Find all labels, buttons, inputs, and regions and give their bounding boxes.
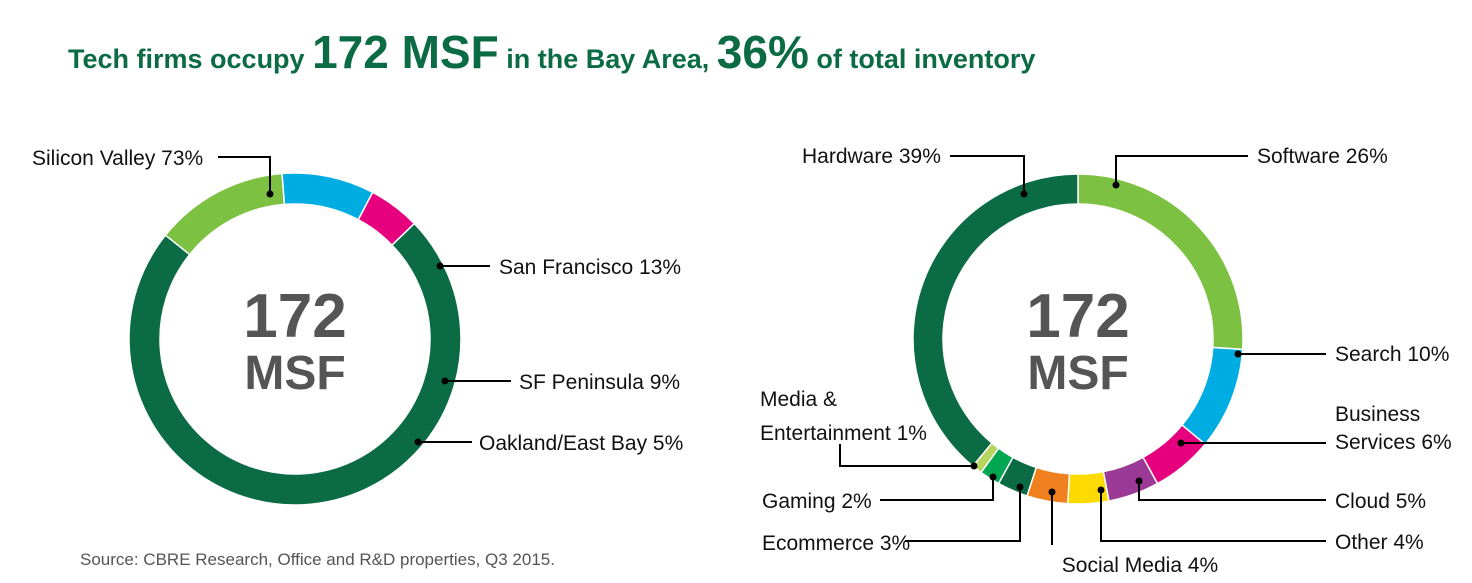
leader-dot-search-10 bbox=[1234, 350, 1242, 358]
leader-dot-sf-peninsula-9 bbox=[441, 377, 449, 385]
label-search-10: Search 10% bbox=[1335, 343, 1449, 366]
title-part-1: Tech firms occupy bbox=[68, 44, 313, 74]
label-business-services-6-line-2: Services 6% bbox=[1335, 431, 1452, 454]
leader-dot-cloud-5 bbox=[1135, 477, 1143, 485]
leader-line-silicon-valley-73 bbox=[218, 156, 271, 194]
center-unit: MSF bbox=[244, 347, 345, 400]
label-hardware-39: Hardware 39% bbox=[802, 145, 941, 168]
leader-dot-ecommerce-3 bbox=[1016, 483, 1024, 491]
label-ecommerce-3: Ecommerce 3% bbox=[762, 532, 910, 555]
leader-line-other-4 bbox=[1100, 490, 1326, 542]
leader-dot-silicon-valley-73 bbox=[266, 190, 274, 198]
leader-dot-hardware-39 bbox=[1020, 190, 1028, 198]
leader-dot-social-media-4 bbox=[1048, 488, 1056, 496]
title-highlight-percent: 36% bbox=[716, 26, 809, 78]
title-part-3: of total inventory bbox=[808, 44, 1036, 74]
slice-search-10 bbox=[1180, 346, 1244, 446]
label-other-4: Other 4% bbox=[1335, 531, 1424, 554]
slice-hardware-39 bbox=[912, 173, 1079, 468]
label-san-francisco-13: San Francisco 13% bbox=[499, 256, 681, 279]
source-note: Source: CBRE Research, Office and R&D pr… bbox=[80, 550, 555, 569]
leader-dot-media-entertainment-1 bbox=[970, 462, 978, 470]
center-value: 172 bbox=[243, 282, 346, 351]
label-social-media-4: Social Media 4% bbox=[1062, 554, 1218, 577]
label-media-entertainment-1-line-1: Media & bbox=[760, 388, 837, 411]
leader-dot-software-26 bbox=[1112, 181, 1120, 189]
label-software-26: Software 26% bbox=[1257, 145, 1388, 168]
label-sf-peninsula-9: SF Peninsula 9% bbox=[519, 371, 680, 394]
leader-line-cloud-5 bbox=[1138, 481, 1326, 501]
label-media-entertainment-1-line-2: Entertainment 1% bbox=[760, 422, 927, 445]
center-unit: MSF bbox=[1027, 347, 1128, 400]
label-silicon-valley-73: Silicon Valley 73% bbox=[32, 147, 203, 170]
title-part-2: in the Bay Area, bbox=[498, 44, 717, 74]
slice-san-francisco-13 bbox=[164, 172, 286, 256]
donut-chart-2: Software 26% Search 10% Business Services 6… bbox=[760, 145, 1452, 577]
leader-line-ecommerce-3 bbox=[905, 487, 1021, 542]
slice-oakland-east-bay-5 bbox=[357, 191, 416, 247]
label-gaming-2: Gaming 2% bbox=[762, 490, 872, 513]
center-value: 172 bbox=[1026, 282, 1129, 351]
leader-line-media-entertainment-1 bbox=[839, 444, 974, 467]
label-oakland-east-bay-5: Oakland/East Bay 5% bbox=[479, 432, 683, 455]
slice-sf-peninsula-9 bbox=[281, 172, 374, 221]
label-business-services-6-line-1: Business bbox=[1335, 403, 1420, 426]
leader-dot-san-francisco-13 bbox=[436, 262, 444, 270]
title-highlight-msf: 172 MSF bbox=[312, 26, 499, 78]
leader-dot-business-services-6 bbox=[1177, 439, 1185, 447]
donut-chart-1: Silicon Valley 73% San Francisco 13% SF Pe… bbox=[32, 147, 683, 506]
leader-line-software-26 bbox=[1115, 155, 1248, 185]
leader-line-hardware-39 bbox=[950, 155, 1025, 194]
page-title: Tech firms occupy 172 MSF in the Bay Are… bbox=[68, 22, 1035, 89]
label-cloud-5: Cloud 5% bbox=[1335, 490, 1426, 513]
leader-dot-oakland-east-bay-5 bbox=[414, 438, 422, 446]
slice-silicon-valley-73 bbox=[128, 222, 462, 506]
leader-dot-other-4 bbox=[1097, 486, 1105, 494]
leader-line-gaming-2 bbox=[880, 477, 994, 501]
leader-dot-gaming-2 bbox=[989, 473, 997, 481]
